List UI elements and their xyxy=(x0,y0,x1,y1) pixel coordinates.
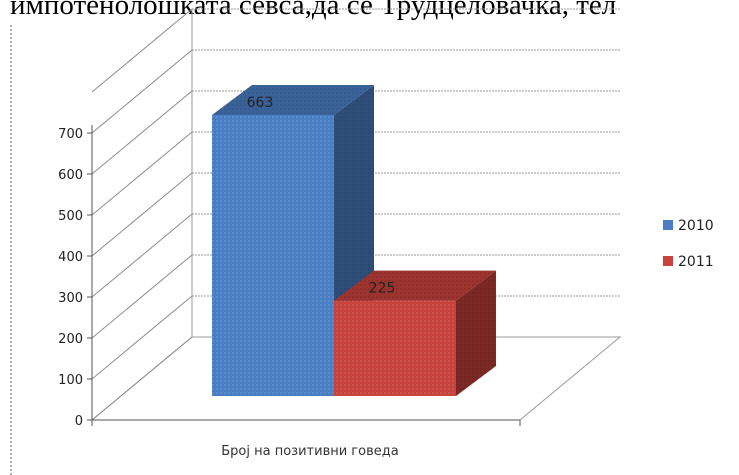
bar-2011-front-texture xyxy=(334,300,456,396)
bar-2010-front-texture xyxy=(212,115,334,396)
gridline-side-600 xyxy=(91,90,193,175)
y-tick-label-600: 600 xyxy=(58,168,83,183)
y-tick-label-500: 500 xyxy=(58,209,83,224)
y-tick-label-700: 700 xyxy=(58,127,83,142)
y-tick-label-400: 400 xyxy=(58,250,83,265)
bar-2011-data-label: 225 xyxy=(369,281,396,297)
gridline-side-200 xyxy=(91,254,193,339)
gridline-side-top xyxy=(91,8,193,93)
x-category-label: Број на позитивни говеда xyxy=(221,444,398,459)
y-tick-label-100: 100 xyxy=(58,373,83,388)
bar-2011-side-texture xyxy=(456,270,496,396)
bar-2010-data-label: 663 xyxy=(247,95,274,111)
gridline-side-700 xyxy=(91,49,193,134)
gridline-side-100 xyxy=(91,295,193,380)
y-tick-label-300: 300 xyxy=(58,291,83,306)
legend-label-2010: 2010 xyxy=(678,218,714,234)
bar-2011-top-texture xyxy=(334,270,496,301)
gridline-side-500 xyxy=(91,131,193,216)
gridline-side-300 xyxy=(91,213,193,298)
gridline-side-400 xyxy=(91,172,193,257)
legend-layer: 2010 2011 xyxy=(663,218,714,270)
chart-frame xyxy=(10,25,739,475)
top-cropped-text: импотенолошката севса,да се Трудцеловачк… xyxy=(10,0,617,20)
legend-label-2011: 2011 xyxy=(678,254,714,270)
legend-swatch-2010 xyxy=(663,220,673,230)
y-tick-label-200: 200 xyxy=(58,332,83,347)
axis-layer: 0 100 200 300 400 500 600 700 Број на позитивни … xyxy=(58,125,521,459)
gridline-side-0 xyxy=(91,336,193,421)
y-tick-label-0: 0 xyxy=(75,414,83,429)
bars-layer: 663 225 xyxy=(212,85,496,396)
legend-swatch-2011 xyxy=(663,256,673,266)
bar-2010-top-texture xyxy=(212,85,374,115)
